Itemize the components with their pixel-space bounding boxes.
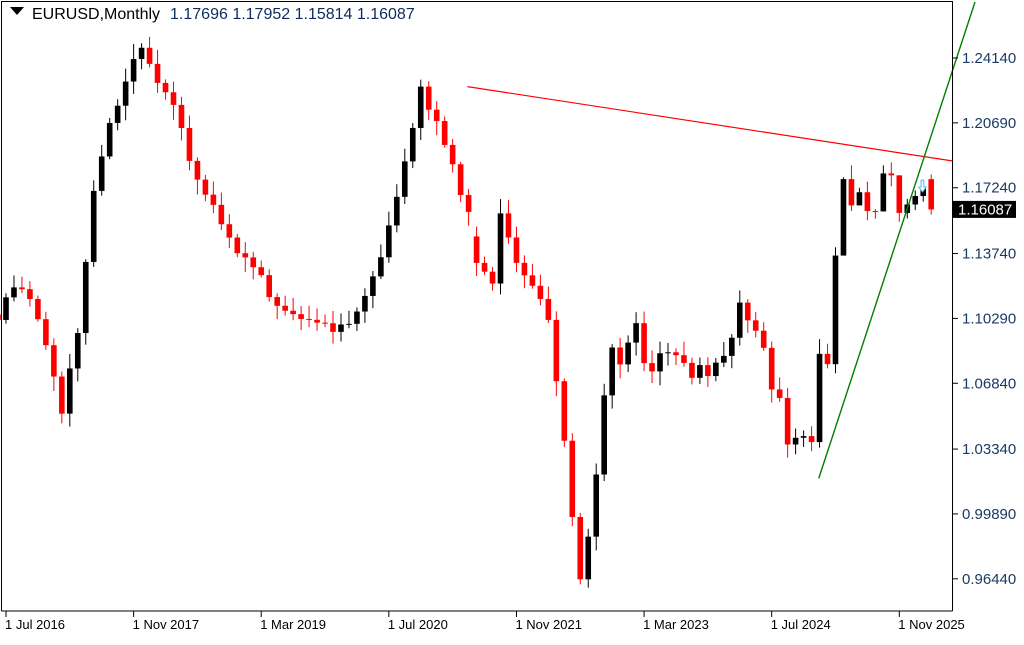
svg-text:1 Nov 2017: 1 Nov 2017 <box>133 617 200 632</box>
svg-text:1.20690: 1.20690 <box>962 115 1016 132</box>
svg-text:1 Jul 2020: 1 Jul 2020 <box>388 617 448 632</box>
svg-text:1 Jul 2016: 1 Jul 2016 <box>5 617 65 632</box>
svg-text:1.10290: 1.10290 <box>962 310 1016 327</box>
svg-text:1.17240: 1.17240 <box>962 180 1016 197</box>
svg-text:1 Mar 2019: 1 Mar 2019 <box>260 617 326 632</box>
svg-text:1.24140: 1.24140 <box>962 50 1016 67</box>
svg-text:1.16087: 1.16087 <box>958 201 1012 218</box>
svg-text:0.99890: 0.99890 <box>962 506 1016 523</box>
svg-text:1 Jul 2024: 1 Jul 2024 <box>771 617 831 632</box>
svg-text:1 Nov 2025: 1 Nov 2025 <box>898 617 965 632</box>
svg-text:1 Mar 2023: 1 Mar 2023 <box>643 617 709 632</box>
svg-text:1.03340: 1.03340 <box>962 441 1016 458</box>
svg-text:1 Nov 2021: 1 Nov 2021 <box>515 617 582 632</box>
svg-text:0.96440: 0.96440 <box>962 571 1016 588</box>
svg-text:1.06840: 1.06840 <box>962 375 1016 392</box>
svg-text:1.13740: 1.13740 <box>962 246 1016 263</box>
